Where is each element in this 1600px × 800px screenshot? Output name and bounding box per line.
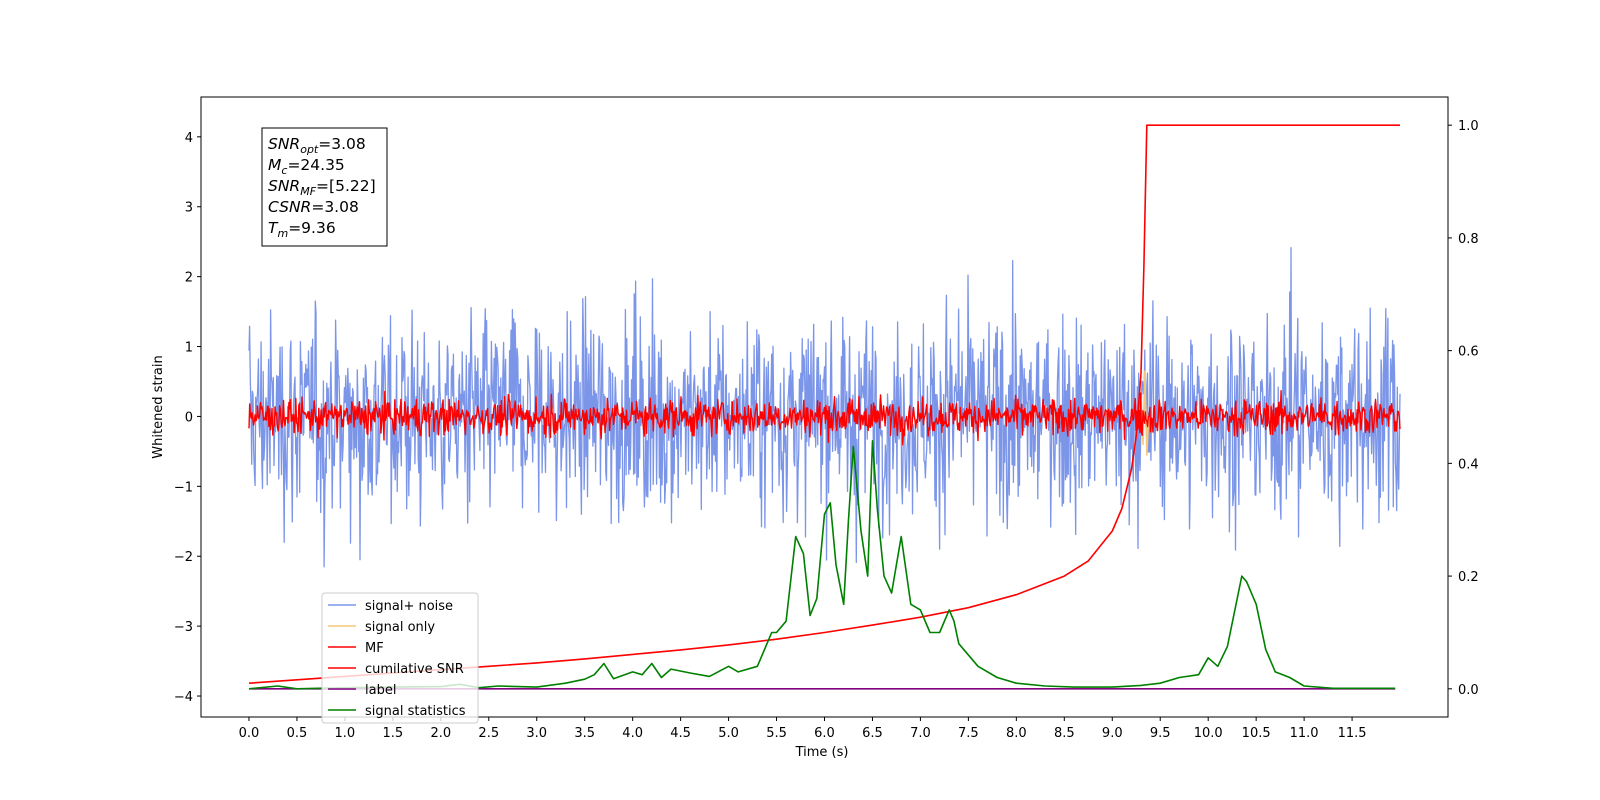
annotation-value: =9.36 bbox=[288, 219, 336, 237]
x-tick-label: 5.5 bbox=[766, 726, 787, 741]
annotation-value: =[5.22] bbox=[316, 177, 376, 195]
series-line-cumilative-snr bbox=[248, 124, 1400, 684]
y-tick-label: 3 bbox=[185, 201, 193, 216]
x-tick-label: 10.0 bbox=[1194, 726, 1223, 741]
y-tick-label: 0 bbox=[185, 410, 193, 425]
annotation-value: =3.08 bbox=[311, 198, 359, 216]
x-tick-label: 0.0 bbox=[239, 726, 260, 741]
annotation-frame bbox=[261, 127, 388, 247]
series-line-signal-noise bbox=[248, 247, 1401, 568]
x-tick-label: 6.0 bbox=[814, 726, 835, 741]
y2-axis-ticks: 1.0 0.8 0.6 0.4 0.2 0.0 bbox=[1448, 119, 1479, 698]
y2-tick-label: 0.6 bbox=[1458, 345, 1479, 360]
y-axis-label: Whitened strain bbox=[151, 355, 166, 458]
legend: signal+ noise signal only MF cumilative SNR… bbox=[321, 592, 479, 724]
x-tick-label: 2.0 bbox=[430, 726, 451, 741]
annotation-value: =24.35 bbox=[287, 156, 344, 174]
y-tick-label: 4 bbox=[185, 131, 193, 146]
y2-tick-label: 1.0 bbox=[1458, 119, 1479, 134]
x-tick-label: 6.5 bbox=[862, 726, 883, 741]
annotation-subscript: MF bbox=[300, 185, 316, 198]
x-tick-label: 7.0 bbox=[910, 726, 931, 741]
annotation-symbol: T bbox=[268, 219, 279, 237]
legend-label: cumilative SNR bbox=[365, 662, 464, 677]
x-tick-label: 1.5 bbox=[383, 726, 404, 741]
legend-frame bbox=[321, 592, 479, 724]
x-tick-label: 10.5 bbox=[1242, 726, 1271, 741]
x-tick-label: 3.5 bbox=[574, 726, 595, 741]
x-tick-label: 1.0 bbox=[335, 726, 356, 741]
annotation-symbol: SNR bbox=[268, 177, 300, 195]
y-tick-label: 1 bbox=[185, 341, 193, 356]
x-tick-label: 0.5 bbox=[287, 726, 308, 741]
annotation-line: CSNR=3.08 bbox=[268, 198, 359, 216]
x-axis-ticks: 0.0 0.5 1.0 1.5 2.0 2.5 3.0 3.5 4.0 4.5 5.0 5.5 6.0 6… bbox=[239, 717, 1367, 741]
x-tick-label: 4.5 bbox=[670, 726, 691, 741]
y-tick-label: −3 bbox=[174, 620, 193, 635]
y-tick-label: 2 bbox=[185, 271, 193, 286]
annotation-subscript: m bbox=[277, 227, 288, 240]
series-line-mf bbox=[248, 390, 1401, 446]
x-tick-label: 9.5 bbox=[1150, 726, 1171, 741]
y2-tick-label: 0.8 bbox=[1458, 232, 1479, 247]
annotation-line: Mc=24.35 bbox=[268, 156, 345, 177]
x-tick-label: 8.0 bbox=[1006, 726, 1027, 741]
x-tick-label: 11.5 bbox=[1338, 726, 1367, 741]
annotation-subscript: c bbox=[281, 164, 287, 177]
annotation-symbol: M bbox=[268, 156, 281, 174]
legend-label: MF bbox=[365, 641, 384, 656]
x-tick-label: 2.5 bbox=[478, 726, 499, 741]
legend-label: signal only bbox=[365, 620, 435, 635]
annotation-symbol: SNR bbox=[268, 135, 300, 153]
x-tick-label: 4.0 bbox=[622, 726, 643, 741]
x-tick-label: 5.0 bbox=[718, 726, 739, 741]
annotation-subscript: opt bbox=[300, 143, 319, 156]
annotation-line: SNRopt=3.08 bbox=[268, 135, 366, 156]
legend-label: signal+ noise bbox=[365, 599, 453, 614]
y-tick-label: −1 bbox=[174, 480, 193, 495]
annotation-value: =3.08 bbox=[318, 135, 366, 153]
legend-label: signal statistics bbox=[365, 704, 466, 719]
x-tick-label: 3.0 bbox=[526, 726, 547, 741]
stats-annotation-box: SNRopt=3.08Mc=24.35SNRMF=[5.22]CSNR=3.08… bbox=[261, 127, 388, 247]
x-tick-label: 9.0 bbox=[1102, 726, 1123, 741]
x-axis-label: Time (s) bbox=[795, 745, 849, 760]
annotation-symbol: CSNR bbox=[268, 198, 311, 216]
y-tick-label: −4 bbox=[174, 690, 193, 705]
y2-tick-label: 0.0 bbox=[1458, 683, 1479, 698]
x-tick-label: 11.0 bbox=[1290, 726, 1319, 741]
y-axis-ticks: 4 3 2 1 0 −1 −2 −3 −4 bbox=[174, 131, 201, 705]
legend-label: label bbox=[365, 683, 396, 698]
y-tick-label: −2 bbox=[174, 550, 193, 565]
series-line-signal-statistics bbox=[248, 440, 1396, 690]
x-tick-label: 7.5 bbox=[958, 726, 979, 741]
x-tick-label: 8.5 bbox=[1054, 726, 1075, 741]
annotation-line: Tm=9.36 bbox=[268, 219, 336, 240]
y2-tick-label: 0.2 bbox=[1458, 570, 1479, 585]
annotation-line: SNRMF=[5.22] bbox=[268, 177, 376, 198]
y2-tick-label: 0.4 bbox=[1458, 457, 1479, 472]
